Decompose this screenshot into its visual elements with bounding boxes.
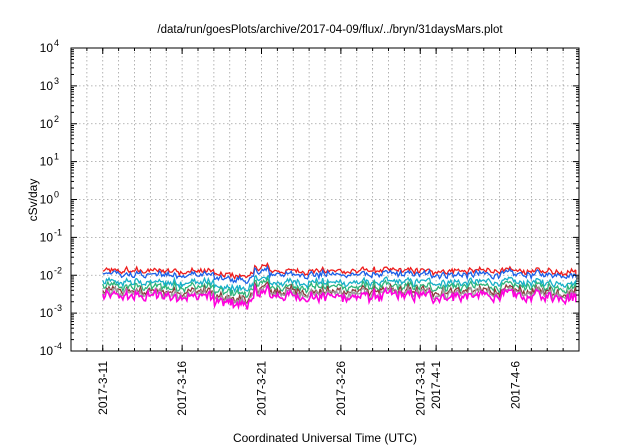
x-tick-label: 2017-3-26: [334, 361, 348, 416]
y-tick-label: 10: [40, 344, 54, 358]
series-layer: [102, 261, 577, 311]
grid-lines: [71, 48, 579, 351]
y-tick-exponent: 1: [54, 152, 59, 162]
y-tick-label: 10: [40, 230, 54, 244]
y-tick-label: 10: [40, 306, 54, 320]
chart-title: /data/run/goesPlots/archive/2017-04-09/f…: [157, 24, 503, 36]
series-line: [102, 264, 577, 285]
y-tick-exponent: -3: [54, 303, 62, 313]
x-tick-label: 2017-3-11: [96, 361, 110, 415]
y-tick-exponent: -4: [54, 341, 62, 351]
series-line: [102, 274, 577, 294]
y-tick-exponent: 3: [54, 76, 59, 86]
series-line: [102, 276, 577, 299]
series-line: [102, 283, 577, 311]
y-tick-exponent: -1: [54, 227, 62, 237]
y-tick-exponent: 4: [54, 38, 59, 48]
y-axis-label: cSv/day: [26, 179, 40, 222]
y-tick-label: 10: [40, 268, 54, 282]
y-tick-label: 10: [40, 79, 54, 93]
x-tick-label: 2017-4-1: [429, 361, 443, 409]
x-tick-label: 2017-3-16: [175, 361, 189, 416]
x-tick-label: 2017-3-21: [255, 361, 269, 416]
x-axis-label: Coordinated Universal Time (UTC): [233, 431, 417, 445]
x-tick-label: 2017-3-31: [413, 361, 427, 416]
y-tick-label: 10: [40, 41, 54, 55]
x-tick-label: 2017-4-6: [509, 361, 523, 409]
x-axis: 2017-3-11 2017-3-16 2017-3-21 2017-3-26 2017…: [86, 48, 564, 416]
series-line: [102, 261, 577, 281]
y-tick-exponent: 2: [54, 114, 59, 124]
y-tick-label: 10: [40, 117, 54, 131]
y-tick-label: 10: [40, 193, 54, 207]
y-tick-exponent: 0: [54, 190, 59, 200]
y-tick-label: 10: [40, 155, 54, 169]
y-tick-exponent: -2: [54, 265, 62, 275]
